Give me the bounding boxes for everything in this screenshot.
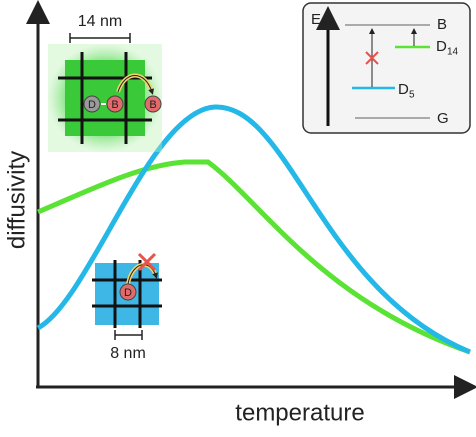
x-label: temperature xyxy=(235,399,364,426)
atom-label: B xyxy=(111,99,118,111)
blue-inset: D 8 nm xyxy=(92,252,162,362)
level-label: G xyxy=(437,110,449,127)
blue-curve xyxy=(36,104,471,355)
atom-label: D xyxy=(88,99,96,111)
scale-label: 8 nm xyxy=(110,345,146,362)
scale-label: 14 nm xyxy=(78,13,122,30)
level-subscript: 14 xyxy=(447,47,459,58)
energy-axis-label: E xyxy=(311,11,321,28)
green-inset: 14 nm D B B xyxy=(48,13,162,152)
atom-label: D xyxy=(124,287,132,299)
level-label: D xyxy=(398,81,409,98)
energy-diagram: E B D 14 D 5 G xyxy=(302,2,471,134)
level-label: D xyxy=(436,38,447,55)
level-subscript: 5 xyxy=(409,90,415,101)
y-label: diffusivity xyxy=(3,151,30,249)
green-curve xyxy=(37,159,471,355)
level-label: B xyxy=(437,16,447,33)
atom-label: B xyxy=(149,99,156,111)
